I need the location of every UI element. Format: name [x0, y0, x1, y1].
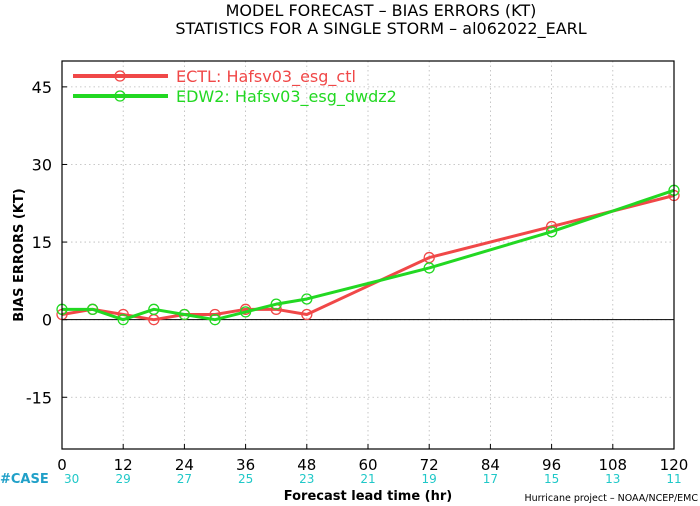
case-count-6: 19: [422, 472, 437, 486]
y-tick-label-4: 45: [32, 78, 52, 97]
legend-label-0: ECTL: Hafsv03_esg_ctl: [176, 67, 356, 87]
case-count-3: 25: [238, 472, 253, 486]
x-tick-label-9: 108: [598, 456, 627, 474]
series-1-point-8: [301, 293, 313, 305]
x-axis-label: Forecast lead time (hr): [284, 489, 452, 504]
x-tick-label-8: 96: [542, 456, 561, 474]
x-tick-label-6: 72: [420, 456, 439, 474]
case-count-10: 11: [666, 472, 681, 486]
legend-marker-0: [114, 70, 126, 82]
chart-title: MODEL FORECAST – BIAS ERRORS (KT): [226, 1, 537, 20]
y-tick-label-0: -15: [26, 388, 52, 407]
x-tick-label-2: 24: [175, 456, 194, 474]
series-1-point-6: [239, 306, 252, 318]
legend-marker-1: [114, 90, 126, 102]
x-tick-label-3: 36: [236, 456, 255, 474]
credit-text: Hurricane project – NOAA/NCEP/EMC: [524, 493, 698, 504]
y-tick-label-1: 0: [42, 311, 52, 330]
case-count-0: 30: [64, 472, 79, 486]
y-tick-labels: -15 0 15 30 45: [26, 78, 67, 407]
y-axis-label: BIAS ERRORS (KT): [12, 188, 27, 321]
case-count-7: 17: [483, 472, 498, 486]
series-1-point-2: [117, 314, 129, 326]
series-1-point-5: [209, 314, 221, 326]
case-label: #CASE: [0, 472, 49, 487]
series-1-point-9: [423, 262, 435, 274]
series-1-point-7: [270, 298, 282, 310]
x-tick-label-0: 0: [57, 456, 67, 474]
x-tick-label-5: 60: [358, 456, 377, 474]
x-tick-label-7: 84: [481, 456, 500, 474]
series-1-point-10: [545, 226, 558, 238]
series-1-point-3: [148, 303, 160, 315]
case-count-2: 27: [177, 472, 192, 486]
case-count-5: 21: [360, 472, 375, 486]
case-count-4: 23: [299, 472, 314, 486]
case-count-8: 15: [544, 472, 559, 486]
case-count-9: 13: [605, 472, 620, 486]
x-tick-label-1: 12: [114, 456, 133, 474]
legend-label-1: EDW2: Hafsv03_esg_dwdz2: [176, 87, 397, 107]
case-counts: 30 29 27 25 23 21 19 17 15 13 11: [64, 472, 682, 486]
x-tick-labels: 0 12 24 36 48 60 72 84 96 108 120: [57, 444, 688, 474]
y-tick-label-3: 30: [32, 155, 52, 174]
x-tick-label-4: 48: [297, 456, 316, 474]
series-1-point-4: [178, 308, 191, 321]
x-tick-label-10: 120: [660, 456, 689, 474]
series-layer: [56, 184, 680, 326]
grid-lines: [62, 61, 674, 449]
series-1-point-1: [86, 303, 99, 315]
y-tick-label-2: 15: [32, 233, 52, 252]
chart-subtitle: STATISTICS FOR A SINGLE STORM – al062022…: [175, 19, 586, 39]
case-count-1: 29: [116, 472, 131, 486]
series-0-point-8: [301, 308, 313, 321]
